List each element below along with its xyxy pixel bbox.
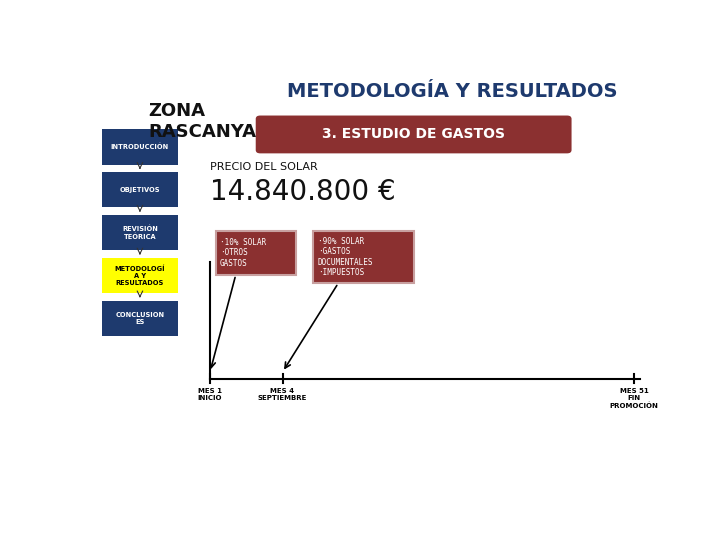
Text: REVISIÓN
TEÓRICA: REVISIÓN TEÓRICA — [122, 226, 158, 240]
Text: MES 4
SEPTIEMBRE: MES 4 SEPTIEMBRE — [258, 388, 307, 401]
FancyBboxPatch shape — [256, 116, 572, 153]
Text: INTRODUCCIÓN: INTRODUCCIÓN — [111, 144, 169, 150]
FancyBboxPatch shape — [215, 231, 297, 275]
Text: METODOLOGÍA Y RESULTADOS: METODOLOGÍA Y RESULTADOS — [287, 82, 618, 102]
Text: ·10% SOLAR
·OTROS
GASTOS: ·10% SOLAR ·OTROS GASTOS — [220, 238, 266, 268]
FancyBboxPatch shape — [86, 62, 652, 484]
FancyBboxPatch shape — [102, 172, 178, 207]
Text: METODOLOGÍ
A Y
RESULTADOS: METODOLOGÍ A Y RESULTADOS — [114, 265, 166, 286]
FancyBboxPatch shape — [313, 231, 414, 283]
Text: OBJETIVOS: OBJETIVOS — [120, 187, 160, 193]
Text: MES 51
FIN
PROMOCIÓN: MES 51 FIN PROMOCIÓN — [610, 388, 659, 409]
FancyBboxPatch shape — [102, 258, 178, 293]
Text: PRECIO DEL SOLAR: PRECIO DEL SOLAR — [210, 161, 318, 172]
FancyBboxPatch shape — [102, 215, 178, 250]
Text: MES 1
INICIO: MES 1 INICIO — [198, 388, 222, 401]
Text: ·90% SOLAR
·GASTOS
DOCUMENTALES
·IMPUESTOS: ·90% SOLAR ·GASTOS DOCUMENTALES ·IMPUEST… — [318, 237, 373, 277]
Text: 3. ESTUDIO DE GASTOS: 3. ESTUDIO DE GASTOS — [322, 127, 505, 141]
FancyBboxPatch shape — [102, 301, 178, 336]
Text: ZONA
RASCANYA: ZONA RASCANYA — [148, 102, 256, 141]
Text: CONCLUSION
ES: CONCLUSION ES — [115, 312, 164, 325]
FancyBboxPatch shape — [102, 129, 178, 165]
Text: 14.840.800 €: 14.840.800 € — [210, 178, 395, 206]
